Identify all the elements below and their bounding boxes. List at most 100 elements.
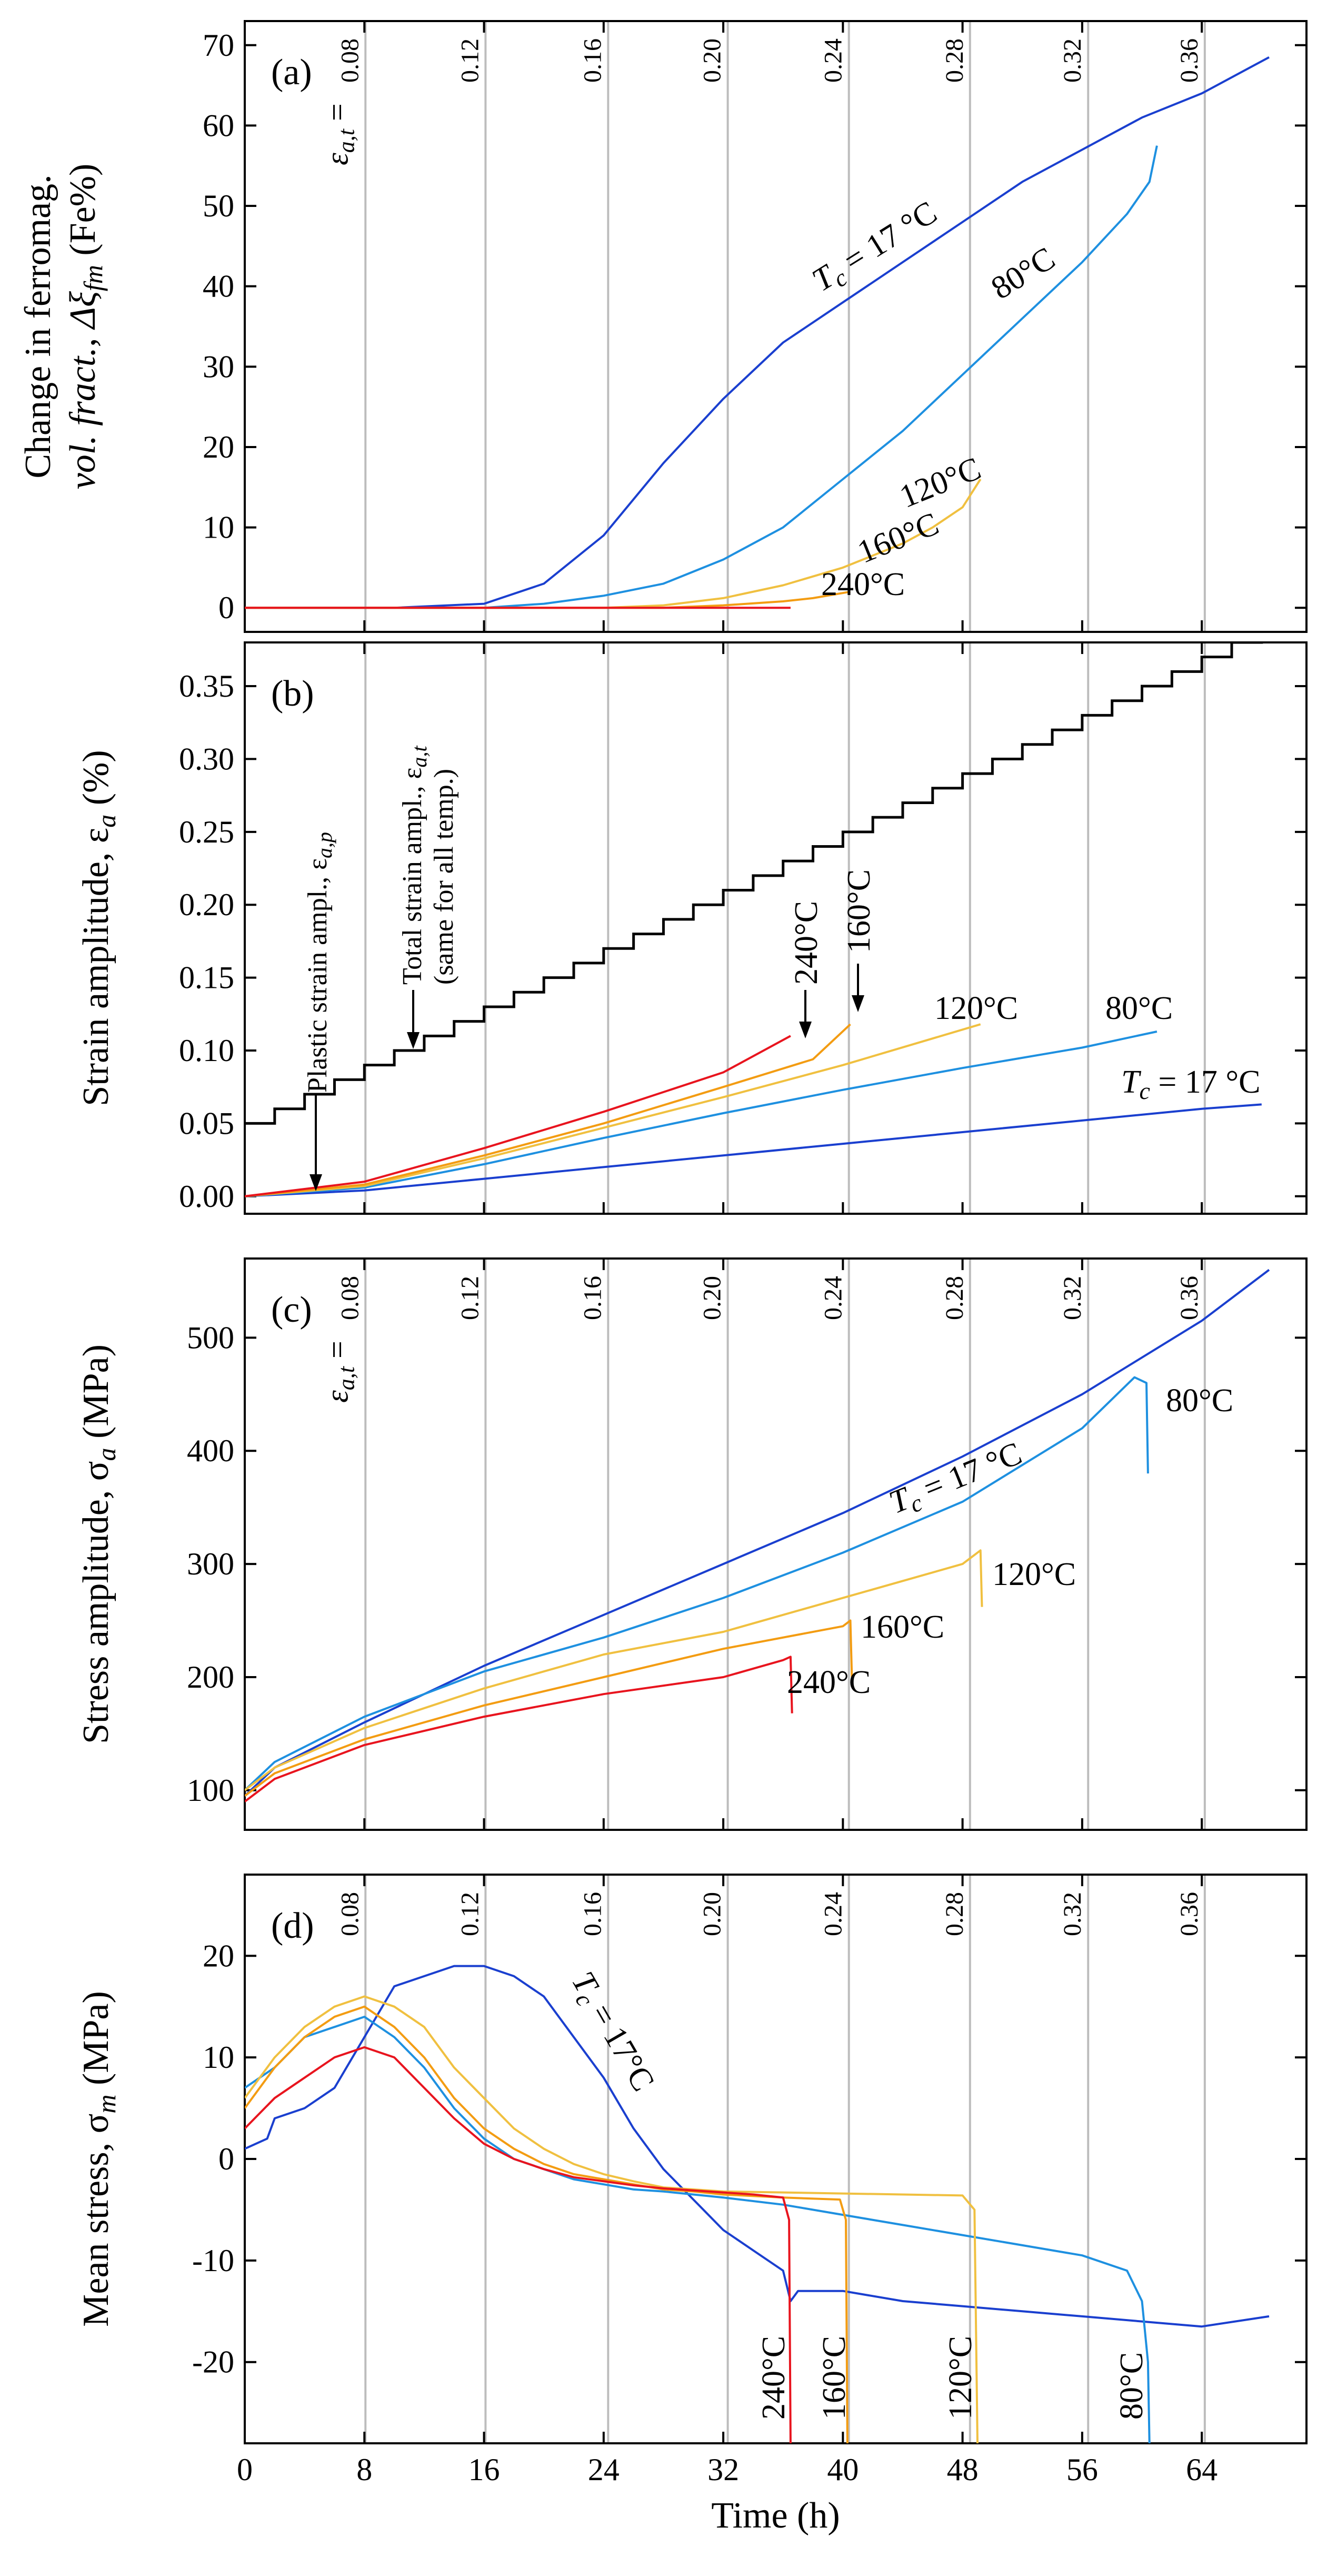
strain-grid-label: 0.24 bbox=[820, 1276, 847, 1320]
series-T80 bbox=[245, 145, 1158, 609]
plot-area bbox=[245, 642, 1263, 1197]
series-T80 bbox=[245, 1376, 1149, 1791]
x-tick-label: 48 bbox=[947, 2452, 979, 2487]
series-total-strain bbox=[245, 642, 1263, 1125]
y-axis-label: Stress amplitude, σa (MPa) bbox=[76, 1344, 121, 1744]
strain-grid-label: 0.20 bbox=[699, 38, 726, 83]
series-T80 bbox=[245, 2016, 1151, 2443]
x-tick-label: 8 bbox=[356, 2452, 372, 2487]
x-tick-label: 64 bbox=[1186, 2452, 1218, 2487]
y-tick-label: 0 bbox=[218, 2142, 234, 2176]
series-T17 bbox=[245, 1965, 1270, 2328]
strain-grid-label: 0.36 bbox=[1175, 1892, 1203, 1936]
label-c-T240: 240°C bbox=[787, 1665, 871, 1700]
strain-grid-label: 0.24 bbox=[820, 38, 847, 83]
label-d-T17: Tc = 17°C bbox=[561, 1966, 661, 2099]
strain-grid-label: 0.08 bbox=[336, 1276, 364, 1320]
panel-frame bbox=[244, 641, 1308, 1215]
y-tick-label: 60 bbox=[203, 108, 234, 143]
strain-grid-label: 0.32 bbox=[1059, 1276, 1086, 1320]
y-tick-label: 400 bbox=[187, 1433, 234, 1468]
label-c-T120: 120°C bbox=[992, 1557, 1076, 1592]
label-a-T160: 160°C bbox=[853, 506, 944, 570]
y-tick-label: 0.00 bbox=[179, 1179, 234, 1214]
series-T17 bbox=[245, 1269, 1270, 1797]
strain-grid-label: 0.36 bbox=[1175, 38, 1203, 83]
strain-grid-label: 0.20 bbox=[699, 1276, 726, 1320]
panel-letter: (b) bbox=[271, 673, 314, 714]
strain-grid-label: 0.32 bbox=[1059, 38, 1086, 83]
label-d-T120: 120°C bbox=[943, 2336, 979, 2420]
y-tick-label: 50 bbox=[203, 189, 234, 223]
y-tick-label: 0.35 bbox=[179, 669, 234, 704]
label-plastic-strain: Plastic strain ampl., εa,p bbox=[303, 832, 336, 1093]
x-tick-label: 24 bbox=[588, 2452, 620, 2487]
strain-grid-label: 0.28 bbox=[941, 38, 969, 83]
series-T160 bbox=[245, 590, 851, 609]
panel-letter: (a) bbox=[271, 52, 312, 93]
y-tick-label: 0.30 bbox=[179, 741, 234, 776]
arrow-head bbox=[310, 1174, 322, 1191]
panel-a: 0.08 0.12 0.16 0.20 0.24 0.28 0.32 0.36 εa,t = 0… bbox=[18, 20, 1308, 633]
series-T80 bbox=[245, 1031, 1158, 1197]
y-tick-label: 20 bbox=[203, 1938, 234, 1973]
label-a-T80: 80°C bbox=[985, 240, 1061, 306]
series-T240 bbox=[245, 1035, 791, 1197]
x-tick-label: 0 bbox=[237, 2452, 253, 2487]
series-T240 bbox=[245, 2046, 792, 2443]
label-a-T120: 120°C bbox=[895, 450, 986, 515]
y-tick-label: 10 bbox=[203, 510, 234, 545]
strain-grid-label: 0.12 bbox=[456, 38, 484, 83]
label-d-T240: 240°C bbox=[756, 2336, 792, 2420]
strain-grid-label: 0.20 bbox=[699, 1892, 726, 1936]
series-T240 bbox=[245, 1656, 793, 1802]
label-d-T160: 160°C bbox=[816, 2336, 852, 2420]
y-axis-label: Mean stress, σm (MPa) bbox=[76, 1991, 121, 2327]
y-tick-label: 0.20 bbox=[179, 887, 234, 922]
x-tick-label: 32 bbox=[707, 2452, 739, 2487]
y-axis-label-line1: Change in ferromag. bbox=[18, 174, 58, 478]
strain-grid-symbol: εa,t = bbox=[320, 103, 359, 165]
arrow-head bbox=[407, 1032, 420, 1049]
label-b-T80: 80°C bbox=[1105, 990, 1173, 1026]
label-c-T160: 160°C bbox=[861, 1609, 944, 1645]
strain-grid-label: 0.32 bbox=[1059, 1892, 1086, 1936]
label-d-T80: 80°C bbox=[1114, 2352, 1150, 2420]
label-total-strain-note: (same for all temp.) bbox=[429, 769, 459, 985]
label-c-T17: Tc = 17 °C bbox=[884, 1435, 1029, 1525]
y-tick-label: 10 bbox=[203, 2040, 234, 2075]
y-tick-label: 300 bbox=[187, 1547, 234, 1581]
y-tick-label: 500 bbox=[187, 1320, 234, 1355]
y-tick-label: 100 bbox=[187, 1773, 234, 1808]
strain-grid-label: 0.12 bbox=[456, 1276, 484, 1320]
y-tick-label: -20 bbox=[192, 2345, 234, 2380]
label-b-T120: 120°C bbox=[934, 990, 1018, 1026]
label-b-T17: Tc = 17 °C bbox=[1121, 1064, 1261, 1104]
strain-grid-label: 0.08 bbox=[336, 38, 364, 83]
strain-grid-label: 0.28 bbox=[941, 1276, 969, 1320]
x-axis-label: Time (h) bbox=[711, 2495, 840, 2536]
x-tick-label: 40 bbox=[827, 2452, 859, 2487]
y-tick-label: 30 bbox=[203, 349, 234, 384]
label-a-T240: 240°C bbox=[821, 567, 905, 602]
strain-grid-label: 0.36 bbox=[1175, 1276, 1203, 1320]
strain-grid-label: 0.12 bbox=[456, 1892, 484, 1936]
x-tick-label: 56 bbox=[1066, 2452, 1098, 2487]
panel-frame bbox=[244, 20, 1308, 633]
strain-grid-symbol: εa,t = bbox=[320, 1341, 359, 1403]
y-tick-label: 0.05 bbox=[179, 1106, 234, 1141]
strain-grid-label: 0.24 bbox=[820, 1892, 847, 1936]
arrow-head bbox=[852, 995, 864, 1012]
y-axis-label-line2: vol. fract., Δξfm (Fe%) bbox=[63, 164, 108, 490]
series-T17 bbox=[245, 56, 1270, 609]
panel-letter: (c) bbox=[271, 1290, 312, 1330]
series-T120 bbox=[245, 1023, 981, 1197]
y-tick-label: 200 bbox=[187, 1660, 234, 1695]
panel-letter: (d) bbox=[271, 1906, 314, 1946]
plot-area bbox=[245, 56, 1270, 609]
label-total-strain: Total strain ampl., εa,t bbox=[397, 746, 431, 985]
label-c-T80: 80°C bbox=[1166, 1383, 1233, 1419]
series-T160 bbox=[245, 1619, 853, 1797]
strain-grid-label: 0.08 bbox=[336, 1892, 364, 1936]
